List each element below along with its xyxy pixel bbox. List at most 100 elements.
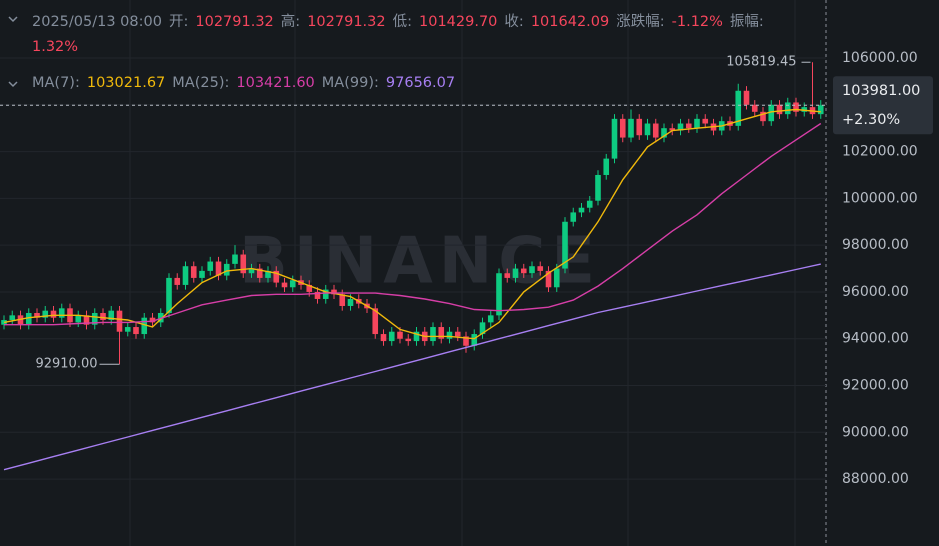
candle-body bbox=[793, 102, 799, 112]
candle-body bbox=[644, 123, 651, 136]
candle-body bbox=[25, 313, 32, 325]
info-label: 收: bbox=[504, 14, 524, 30]
candle-body bbox=[314, 291, 321, 299]
candle-body bbox=[611, 118, 618, 159]
ohlc-info: 2025/05/13 08:00 开: 102791.32 高: 102791.32 低… bbox=[32, 10, 772, 55]
candle-body bbox=[512, 268, 519, 278]
candle-body bbox=[215, 261, 222, 276]
candle-body bbox=[108, 310, 115, 321]
y-tick-label: 92000.00 bbox=[842, 378, 909, 394]
legend-value: 103021.67 bbox=[86, 75, 166, 91]
candle-body bbox=[75, 315, 82, 323]
y-tick-label: 106000.00 bbox=[842, 50, 918, 66]
candle-body bbox=[578, 207, 585, 213]
ma-line bbox=[3, 263, 821, 471]
candle-body bbox=[545, 270, 552, 288]
candle-body bbox=[438, 327, 445, 339]
candle-body bbox=[100, 313, 106, 321]
candle-body bbox=[17, 315, 24, 325]
candle-body bbox=[265, 270, 271, 278]
candle-body bbox=[240, 254, 247, 274]
candle-body bbox=[199, 270, 205, 278]
candle-body bbox=[413, 331, 420, 342]
candle-body bbox=[116, 310, 123, 332]
ma-legend: MA(7): 103021.67 MA(25): 103421.60 MA(99): 97… bbox=[32, 75, 812, 91]
candle-body bbox=[322, 289, 329, 299]
info-value: -1.12% bbox=[671, 14, 723, 30]
candle-body bbox=[83, 315, 90, 325]
candle-body bbox=[636, 118, 643, 136]
candle-body bbox=[124, 327, 131, 332]
y-tick-label: 94000.00 bbox=[842, 331, 909, 347]
info-label: 振幅: bbox=[729, 14, 764, 30]
candle-body bbox=[760, 111, 766, 122]
info-value: 101642.09 bbox=[530, 14, 610, 30]
candle-body bbox=[405, 338, 412, 342]
candle-body bbox=[743, 90, 750, 105]
candle-body bbox=[331, 289, 337, 295]
candle-body bbox=[34, 313, 40, 318]
info-label: 高: bbox=[280, 14, 301, 30]
info-label: 涨跌幅: bbox=[616, 14, 665, 30]
candle-body bbox=[9, 315, 16, 321]
candle-body bbox=[190, 266, 197, 278]
info-value: 102791.32 bbox=[195, 14, 274, 30]
candle-body bbox=[694, 118, 700, 129]
candle-body bbox=[446, 331, 453, 339]
y-tick-label: 88000.00 bbox=[842, 471, 909, 487]
legend-value: 97656.07 bbox=[385, 75, 456, 91]
candle-body bbox=[289, 280, 296, 288]
candle-body bbox=[496, 273, 502, 316]
info-value: 101429.70 bbox=[419, 14, 498, 30]
candle-body bbox=[281, 282, 288, 288]
candle-body bbox=[232, 254, 238, 264]
y-tick-label: 90000.00 bbox=[842, 424, 909, 440]
candle-body bbox=[595, 174, 601, 201]
candle-body bbox=[628, 118, 634, 138]
candle-body bbox=[166, 277, 172, 314]
candle-body bbox=[603, 158, 610, 175]
y-tick-label: 102000.00 bbox=[842, 144, 918, 160]
candle-body bbox=[273, 270, 280, 283]
candle-body bbox=[306, 284, 313, 292]
candle-body bbox=[50, 310, 57, 318]
info-value: 1.32% bbox=[32, 39, 79, 55]
current-price-change: +2.30% bbox=[842, 112, 900, 128]
candle-body bbox=[677, 123, 684, 131]
candle-body bbox=[570, 212, 577, 222]
current-price-box bbox=[833, 76, 933, 135]
candle-body bbox=[702, 118, 709, 124]
candle-body bbox=[801, 107, 808, 112]
candle-body bbox=[520, 268, 527, 274]
candle-body bbox=[586, 200, 593, 208]
candle-body bbox=[397, 331, 403, 339]
candle-body bbox=[553, 268, 560, 288]
candle-body bbox=[735, 90, 742, 126]
candle-body bbox=[685, 123, 692, 129]
y-tick-label: 100000.00 bbox=[842, 190, 918, 206]
y-tick-label: 96000.00 bbox=[842, 284, 909, 300]
candle-body bbox=[669, 128, 676, 131]
candle-body bbox=[562, 221, 568, 269]
candle-body bbox=[388, 331, 395, 342]
y-tick-label: 98000.00 bbox=[842, 237, 909, 253]
candle-body bbox=[817, 105, 824, 115]
candle-body bbox=[430, 327, 436, 342]
candle-body bbox=[207, 261, 214, 271]
legend-label: MA(7): bbox=[32, 75, 80, 91]
candle-body bbox=[248, 268, 255, 274]
candle-body bbox=[619, 118, 626, 138]
candle-body bbox=[776, 104, 783, 115]
candle-body bbox=[652, 123, 659, 138]
time: 2025/05/13 08:00 bbox=[32, 14, 162, 30]
collapse-icon[interactable] bbox=[8, 81, 18, 88]
annotation-label: 92910.00 bbox=[35, 357, 97, 372]
candle-body bbox=[504, 273, 511, 278]
info-label: 低: bbox=[392, 14, 412, 30]
candle-body bbox=[487, 315, 494, 323]
candle-body bbox=[182, 266, 189, 285]
collapse-icon[interactable] bbox=[8, 16, 18, 23]
candle-body bbox=[479, 322, 486, 335]
